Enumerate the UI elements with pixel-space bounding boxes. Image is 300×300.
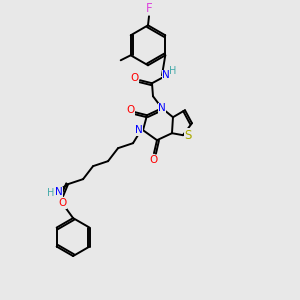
Text: O: O — [150, 155, 158, 165]
Text: N: N — [55, 187, 63, 197]
Text: S: S — [184, 129, 192, 142]
Text: O: O — [126, 105, 134, 115]
Text: N: N — [135, 125, 143, 135]
Text: O: O — [58, 198, 66, 208]
Text: N: N — [158, 103, 166, 113]
Text: F: F — [146, 2, 152, 15]
Text: H: H — [169, 66, 177, 76]
Text: O: O — [130, 73, 138, 83]
Text: N: N — [162, 70, 170, 80]
Text: H: H — [47, 188, 55, 198]
